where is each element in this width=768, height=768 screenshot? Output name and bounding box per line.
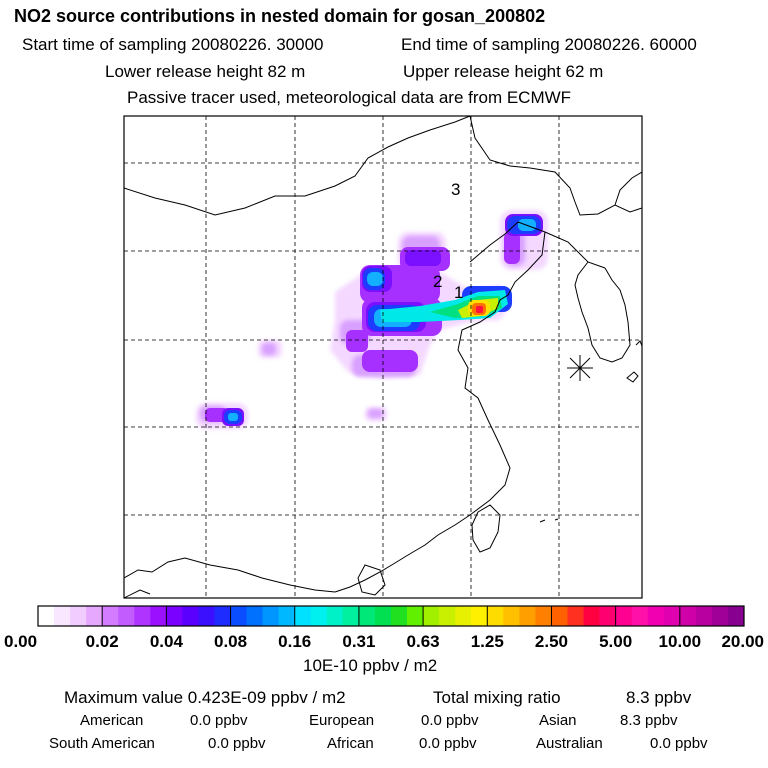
region-name-african: African <box>327 735 374 752</box>
coastline-layer <box>124 116 642 598</box>
colorbar-cell <box>278 606 296 626</box>
colorbar-cell <box>615 606 632 626</box>
grid-lines <box>124 116 642 598</box>
colorbar-cell <box>439 606 456 626</box>
colorbar-tick-label: 0.04 <box>150 632 184 651</box>
start-time-label: Start time of sampling 20080226. 30000 <box>22 35 324 54</box>
colorbar-cell <box>246 606 263 626</box>
colorbar-tick-labels: 0.00 0.02 0.04 0.08 0.16 0.31 0.63 1.25 2.50 5.00… <box>4 632 764 651</box>
colorbar-cell <box>695 606 713 626</box>
chart-title: NO2 source contributions in nested domai… <box>14 6 546 26</box>
colorbar-tick-label: 2.50 <box>535 632 568 651</box>
region-value-south-american: 0.0 ppbv <box>208 735 266 752</box>
region-value-asian: 8.3 ppbv <box>620 712 678 729</box>
region-value-european: 0.0 ppbv <box>421 712 479 729</box>
colorbar-tick-label: 20.00 <box>721 632 764 651</box>
colorbar-cell <box>358 606 376 626</box>
colorbar-tick-label: 0.00 <box>4 632 37 651</box>
colorbar-cell <box>326 606 344 626</box>
colorbar-cell <box>471 606 488 626</box>
colorbar-tick-label: 1.25 <box>471 632 504 651</box>
map-label-1: 1 <box>454 283 463 302</box>
region-value-african: 0.0 ppbv <box>419 735 477 752</box>
region-name-european: European <box>309 712 375 729</box>
colorbar-cell <box>679 606 697 626</box>
colorbar-cell <box>86 606 103 626</box>
colorbar-cell <box>102 606 119 626</box>
upper-release-label: Upper release height 62 m <box>403 62 604 81</box>
colorbar-cell <box>182 606 199 626</box>
colorbar-cell <box>727 606 745 626</box>
max-value-label: Maximum value 0.423E-09 ppbv / m2 <box>64 688 346 707</box>
colorbar-tick-label: 10.00 <box>659 632 702 651</box>
colorbar-cell <box>455 606 472 626</box>
colorbar-unit-label: 10E-10 ppbv / m2 <box>303 656 438 675</box>
colorbar-cells <box>37 605 745 627</box>
colorbar-cell <box>711 606 729 626</box>
colorbar-tick-label: 0.02 <box>86 632 119 651</box>
colorbar-cell <box>567 606 584 626</box>
colorbar-cell <box>631 606 649 626</box>
colorbar-cell <box>150 606 167 626</box>
colorbar-cell <box>535 606 552 626</box>
colorbar-cell <box>551 606 568 626</box>
colorbar-cell <box>166 606 183 626</box>
region-value-american: 0.0 ppbv <box>190 712 248 729</box>
colorbar-cell <box>262 606 279 626</box>
colorbar-cell <box>663 606 681 626</box>
region-name-american: American <box>80 712 144 729</box>
total-mixing-label: Total mixing ratio <box>433 688 561 707</box>
map-label-3: 3 <box>451 180 460 199</box>
colorbar-tick-label: 0.63 <box>407 632 440 651</box>
colorbar-frame <box>37 605 745 627</box>
region-name-asian: Asian <box>539 712 577 729</box>
colorbar-cell <box>374 606 392 626</box>
colorbar-tick-label: 0.16 <box>278 632 311 651</box>
colorbar-cell <box>310 606 328 626</box>
colorbar-cell <box>214 606 231 626</box>
colorbar-cell <box>407 606 424 626</box>
plume-layer <box>196 210 548 429</box>
end-time-label: End time of sampling 20080226. 60000 <box>401 35 697 54</box>
region-name-south-american: South American <box>49 735 155 752</box>
region-name-australian: Australian <box>536 735 603 752</box>
colorbar-cell <box>583 606 600 626</box>
colorbar-cell <box>230 606 247 626</box>
colorbar-cell <box>198 606 215 626</box>
colorbar-cell <box>38 606 55 626</box>
colorbar-cell <box>519 606 536 626</box>
colorbar-cell <box>70 606 87 626</box>
colorbar-cell <box>342 606 360 626</box>
lower-release-label: Lower release height 82 m <box>105 62 306 81</box>
colorbar-cell <box>294 606 312 626</box>
colorbar-tick-label: 0.31 <box>342 632 375 651</box>
total-mixing-value: 8.3 ppbv <box>626 688 692 707</box>
tracer-note: Passive tracer used, meteorological data… <box>127 88 572 107</box>
colorbar-cell <box>423 606 440 626</box>
map-label-2: 2 <box>433 272 442 291</box>
colorbar-cell <box>54 606 71 626</box>
colorbar-cell <box>134 606 151 626</box>
colorbar-cell <box>599 606 616 626</box>
colorbar-tick-label: 0.08 <box>214 632 247 651</box>
colorbar-cell <box>647 606 665 626</box>
region-value-australian: 0.0 ppbv <box>650 735 708 752</box>
colorbar-cell <box>391 606 408 626</box>
map-frame <box>123 115 643 599</box>
receptor-asterisk-icon <box>567 355 593 381</box>
colorbar-cell <box>503 606 520 626</box>
source-contribution-map: 3 2 1 <box>123 115 643 599</box>
colorbar-cell <box>487 606 504 626</box>
colorbar-cell <box>118 606 135 626</box>
colorbar-tick-label: 5.00 <box>599 632 632 651</box>
